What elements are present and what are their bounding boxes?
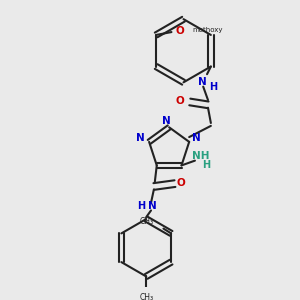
Text: N: N (198, 77, 207, 87)
Text: CH₃: CH₃ (139, 293, 153, 300)
Text: H: H (209, 82, 217, 92)
Text: NH: NH (192, 151, 209, 161)
Text: CH₃: CH₃ (140, 218, 154, 226)
Text: H: H (137, 201, 146, 211)
Text: O: O (175, 26, 184, 36)
Text: O: O (176, 178, 185, 188)
Text: methoxy: methoxy (193, 27, 223, 33)
Text: N: N (193, 133, 201, 143)
Text: O: O (175, 96, 184, 106)
Text: N: N (162, 116, 171, 126)
Text: N: N (136, 133, 145, 143)
Text: N: N (148, 201, 156, 211)
Text: H: H (202, 160, 211, 170)
